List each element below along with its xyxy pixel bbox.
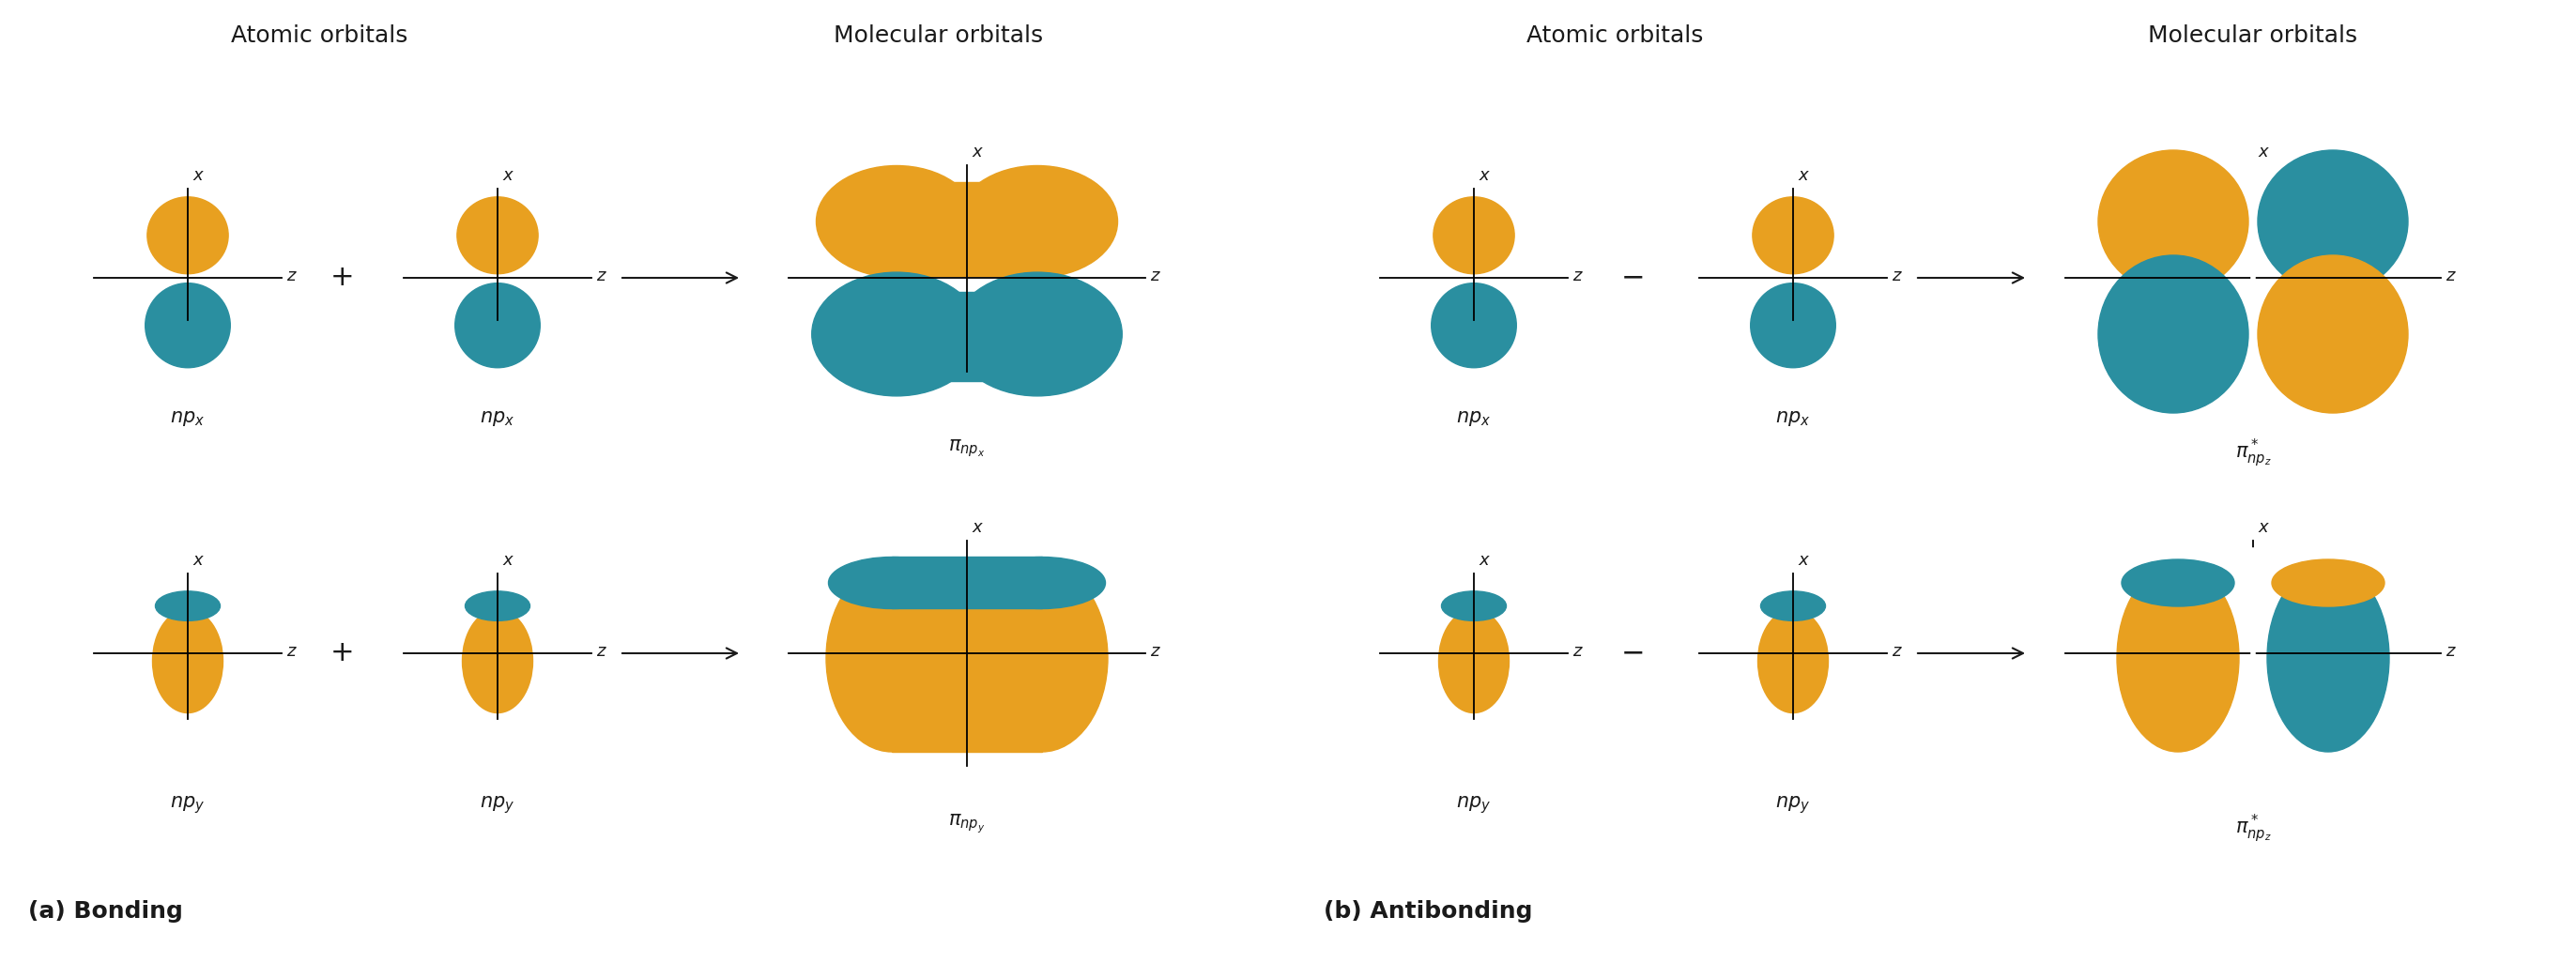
Ellipse shape [1437, 610, 1510, 713]
Text: z: z [595, 643, 605, 660]
Text: z: z [1149, 643, 1159, 660]
Bar [891, 564, 1043, 752]
Ellipse shape [976, 564, 1108, 752]
Ellipse shape [958, 166, 1118, 277]
Ellipse shape [466, 591, 531, 621]
Text: +: + [330, 639, 355, 666]
Text: x: x [1479, 167, 1489, 184]
Ellipse shape [1752, 283, 1837, 368]
Text: +: + [330, 264, 355, 292]
Ellipse shape [155, 591, 219, 621]
Text: $\pi^*_{np_z}$: $\pi^*_{np_z}$ [2236, 813, 2272, 846]
Text: Atomic orbitals: Atomic orbitals [232, 24, 407, 47]
Ellipse shape [147, 196, 229, 273]
Ellipse shape [456, 196, 538, 273]
Ellipse shape [2099, 255, 2249, 413]
Text: z: z [595, 268, 605, 284]
Text: $\pi_{np_y}$: $\pi_{np_y}$ [948, 813, 987, 836]
Text: z: z [2445, 643, 2455, 660]
Bar [891, 557, 1043, 609]
Text: x: x [1798, 167, 1808, 184]
Ellipse shape [2123, 560, 2233, 607]
Text: −: − [1620, 264, 1646, 292]
Ellipse shape [811, 273, 981, 396]
Bar [896, 182, 1038, 276]
Text: (b) Antibonding: (b) Antibonding [1324, 900, 1533, 923]
Text: x: x [1479, 552, 1489, 569]
Ellipse shape [829, 557, 956, 609]
Text: (a) Bonding: (a) Bonding [28, 900, 183, 923]
Text: x: x [502, 167, 513, 184]
Text: z: z [1891, 643, 1901, 660]
Text: z: z [286, 268, 296, 284]
Text: $np_x$: $np_x$ [170, 409, 206, 428]
Ellipse shape [2267, 564, 2388, 752]
Ellipse shape [2257, 150, 2409, 293]
Bar [896, 292, 1038, 381]
Ellipse shape [1757, 610, 1829, 713]
Ellipse shape [2257, 255, 2409, 413]
Text: $np_y$: $np_y$ [1455, 794, 1492, 816]
Text: x: x [2257, 143, 2267, 161]
Text: $np_x$: $np_x$ [1775, 409, 1811, 428]
Text: $np_x$: $np_x$ [479, 409, 515, 428]
Text: x: x [971, 143, 981, 161]
Text: Atomic orbitals: Atomic orbitals [1525, 24, 1703, 47]
Ellipse shape [2117, 564, 2239, 752]
Text: x: x [2257, 519, 2267, 536]
Text: $np_y$: $np_y$ [479, 794, 515, 816]
Ellipse shape [979, 557, 1105, 609]
Ellipse shape [2272, 560, 2385, 607]
Text: z: z [1571, 268, 1582, 284]
Text: −: − [1620, 639, 1646, 666]
Ellipse shape [144, 283, 229, 368]
Ellipse shape [1759, 591, 1826, 621]
Text: x: x [502, 552, 513, 569]
Text: z: z [1149, 268, 1159, 284]
Text: Molecular orbitals: Molecular orbitals [2148, 24, 2357, 47]
Ellipse shape [1752, 196, 1834, 273]
Ellipse shape [1432, 196, 1515, 273]
Text: x: x [971, 519, 981, 536]
Text: x: x [1798, 552, 1808, 569]
Text: $np_x$: $np_x$ [1455, 409, 1492, 428]
Ellipse shape [1432, 283, 1517, 368]
Text: z: z [2445, 268, 2455, 284]
Text: z: z [1571, 643, 1582, 660]
Text: Molecular orbitals: Molecular orbitals [835, 24, 1043, 47]
Ellipse shape [817, 166, 976, 277]
Text: x: x [193, 552, 204, 569]
Text: $\pi^*_{np_z}$: $\pi^*_{np_z}$ [2236, 437, 2272, 470]
Ellipse shape [827, 564, 958, 752]
Ellipse shape [152, 610, 224, 713]
Ellipse shape [953, 273, 1123, 396]
Ellipse shape [1443, 591, 1507, 621]
Text: $np_y$: $np_y$ [1775, 794, 1811, 816]
Text: $\pi_{np_x}$: $\pi_{np_x}$ [948, 437, 987, 458]
Text: x: x [193, 167, 204, 184]
Ellipse shape [2099, 150, 2249, 293]
Text: z: z [1891, 268, 1901, 284]
Ellipse shape [461, 610, 533, 713]
Text: $np_y$: $np_y$ [170, 794, 206, 816]
Text: z: z [286, 643, 296, 660]
Ellipse shape [456, 283, 541, 368]
